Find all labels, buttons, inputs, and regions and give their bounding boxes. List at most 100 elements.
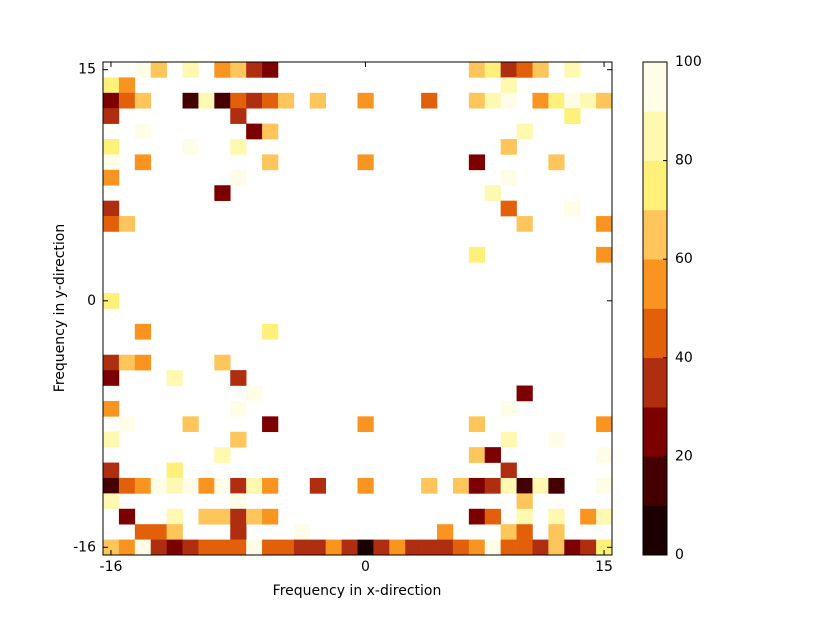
heatmap-cell bbox=[500, 169, 517, 186]
heatmap-cell bbox=[182, 62, 199, 78]
heatmap-cell bbox=[103, 216, 120, 232]
heatmap-cell bbox=[500, 139, 517, 155]
heatmap-cell bbox=[230, 139, 247, 155]
heatmap-cell bbox=[484, 508, 501, 525]
heatmap-cell bbox=[230, 400, 247, 417]
y-tick-label: 15 bbox=[78, 62, 96, 78]
heatmap-cell bbox=[580, 539, 597, 556]
heatmap-cell bbox=[103, 169, 120, 186]
heatmap-cell bbox=[484, 477, 501, 494]
heatmap-cell bbox=[564, 92, 581, 109]
heatmap-cell bbox=[134, 354, 152, 371]
colorbar-level bbox=[643, 456, 667, 506]
colorbar-level bbox=[643, 308, 667, 359]
heatmap-cell bbox=[166, 524, 183, 540]
heatmap-cell bbox=[230, 62, 247, 78]
heatmap-cell bbox=[262, 123, 279, 140]
heatmap-cell bbox=[118, 539, 136, 556]
heatmap-cell bbox=[230, 370, 247, 386]
heatmap-cell bbox=[118, 416, 136, 433]
heatmap-cell bbox=[516, 216, 533, 232]
heatmap-cell bbox=[118, 477, 136, 494]
heatmap-cell bbox=[166, 539, 183, 556]
x-tick-label: -16 bbox=[100, 559, 123, 575]
heatmap-cell bbox=[500, 62, 517, 78]
heatmap-cell bbox=[309, 92, 326, 109]
heatmap-cell bbox=[532, 62, 549, 78]
heatmap-cell bbox=[150, 477, 167, 494]
heatmap-cell bbox=[405, 539, 422, 556]
heatmap-cell bbox=[214, 354, 231, 371]
heatmap-cell bbox=[516, 539, 533, 556]
heatmap-cell bbox=[421, 92, 438, 109]
heatmap-cell bbox=[246, 62, 263, 78]
heatmap-cell bbox=[103, 400, 120, 417]
heatmap-cell bbox=[548, 92, 565, 109]
heatmap-cell bbox=[357, 92, 374, 109]
heatmap-cell bbox=[103, 108, 120, 124]
heatmap-cell bbox=[500, 200, 517, 217]
heatmap-cell bbox=[484, 185, 501, 201]
heatmap-cell bbox=[214, 477, 231, 494]
heatmap-cell bbox=[468, 416, 486, 433]
heatmap-cell bbox=[103, 154, 120, 171]
heatmap-cell bbox=[532, 477, 549, 494]
heatmap-cell bbox=[421, 477, 438, 494]
heatmap-cell bbox=[134, 323, 152, 340]
heatmap-cell bbox=[309, 477, 326, 494]
colorbar-tick-label: 60 bbox=[675, 251, 693, 267]
heatmap-cell bbox=[246, 508, 263, 525]
heatmap-cell bbox=[564, 539, 581, 556]
heatmap-cell bbox=[262, 539, 279, 556]
heatmap-cell bbox=[500, 77, 517, 94]
heatmap-cell bbox=[230, 92, 247, 109]
heatmap-cell bbox=[484, 447, 501, 463]
heatmap-cell bbox=[103, 139, 120, 155]
heatmap-cell bbox=[564, 108, 581, 124]
heatmap-cell bbox=[134, 524, 152, 540]
heatmap-cell bbox=[357, 154, 374, 171]
heatmap-cell bbox=[246, 477, 263, 494]
heatmap-cell bbox=[516, 508, 533, 525]
heatmap-cell bbox=[230, 431, 247, 448]
heatmap-cell bbox=[500, 539, 517, 556]
heatmap-cell bbox=[246, 123, 263, 140]
heatmap-cell bbox=[468, 246, 486, 263]
heatmap-cell bbox=[468, 154, 486, 171]
colorbar-level bbox=[643, 357, 667, 408]
heatmap-cell bbox=[484, 92, 501, 109]
heatmap-cell bbox=[596, 216, 613, 232]
heatmap-cell bbox=[246, 92, 263, 109]
colorbar-level bbox=[643, 407, 667, 457]
colorbar-tick-label: 20 bbox=[675, 448, 693, 464]
heatmap-cell bbox=[516, 385, 533, 402]
heatmap-cell bbox=[134, 539, 152, 556]
heatmap-cell bbox=[293, 539, 311, 556]
heatmap-cell bbox=[277, 539, 295, 556]
colorbar-tick-label: 40 bbox=[675, 350, 693, 366]
heatmap-cell bbox=[198, 508, 215, 525]
heatmap-cell bbox=[230, 508, 247, 525]
colorbar-level bbox=[643, 62, 667, 112]
heatmap-cell bbox=[516, 62, 533, 78]
colorbar-level bbox=[643, 160, 667, 211]
heatmap-cell bbox=[357, 539, 374, 556]
heatmap-cell bbox=[596, 508, 613, 525]
colorbar-level bbox=[643, 209, 667, 260]
heatmap-cell bbox=[293, 524, 311, 540]
heatmap-cell bbox=[214, 92, 231, 109]
heatmap-cell bbox=[262, 62, 279, 78]
heatmap-cell bbox=[357, 477, 374, 494]
heatmap-cell bbox=[262, 508, 279, 525]
colorbar-tick-label: 100 bbox=[675, 54, 702, 70]
heatmap-cell bbox=[103, 354, 120, 371]
heatmap-cell bbox=[277, 92, 295, 109]
heatmap-cell bbox=[182, 139, 199, 155]
heatmap-cell bbox=[437, 524, 454, 540]
heatmap-cell bbox=[596, 416, 613, 433]
heatmap-cell bbox=[118, 508, 136, 525]
heatmap-cell bbox=[580, 92, 597, 109]
heatmap-cell bbox=[103, 370, 120, 386]
heatmap-cell bbox=[516, 123, 533, 140]
heatmap-cell bbox=[500, 477, 517, 494]
